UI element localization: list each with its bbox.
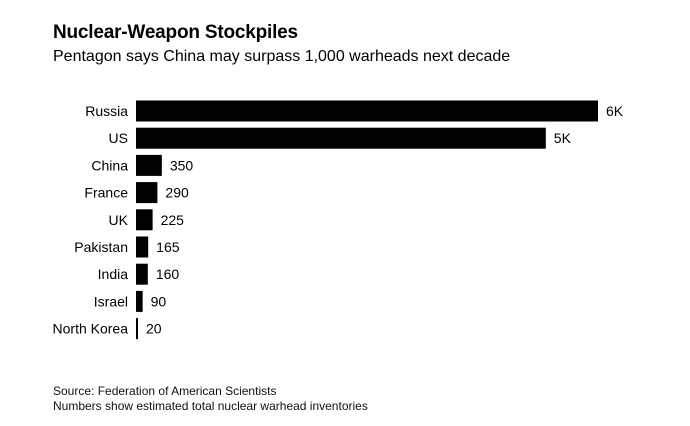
value-label: 6K [606, 103, 624, 119]
value-label: 290 [165, 185, 189, 201]
category-label: China [91, 157, 128, 173]
category-label: Pakistan [74, 239, 128, 255]
value-label: 165 [156, 239, 180, 255]
bar [136, 154, 162, 176]
value-label: 350 [170, 157, 194, 173]
value-label: 160 [156, 266, 180, 282]
category-label: India [98, 266, 129, 282]
bar [136, 127, 546, 149]
bar [136, 100, 598, 122]
methodology-note: Numbers show estimated total nuclear war… [53, 399, 368, 413]
bar [136, 182, 158, 204]
category-label: Israel [94, 293, 128, 309]
bar [136, 263, 148, 285]
bar [136, 318, 138, 340]
category-label: US [109, 130, 128, 146]
category-label: France [84, 185, 128, 201]
value-label: 90 [151, 293, 167, 309]
value-label: 5K [554, 130, 572, 146]
category-label: UK [109, 212, 129, 228]
chart-subtitle: Pentagon says China may surpass 1,000 wa… [53, 48, 511, 65]
chart-title: Nuclear-Weapon Stockpiles [53, 22, 298, 43]
bar [136, 290, 143, 312]
bar [136, 236, 149, 258]
category-label: Russia [85, 103, 128, 119]
category-label: North Korea [53, 321, 129, 337]
value-label: 225 [161, 212, 185, 228]
value-label: 20 [146, 321, 162, 337]
bar [136, 209, 153, 231]
source-note: Source: Federation of American Scientist… [53, 384, 277, 398]
